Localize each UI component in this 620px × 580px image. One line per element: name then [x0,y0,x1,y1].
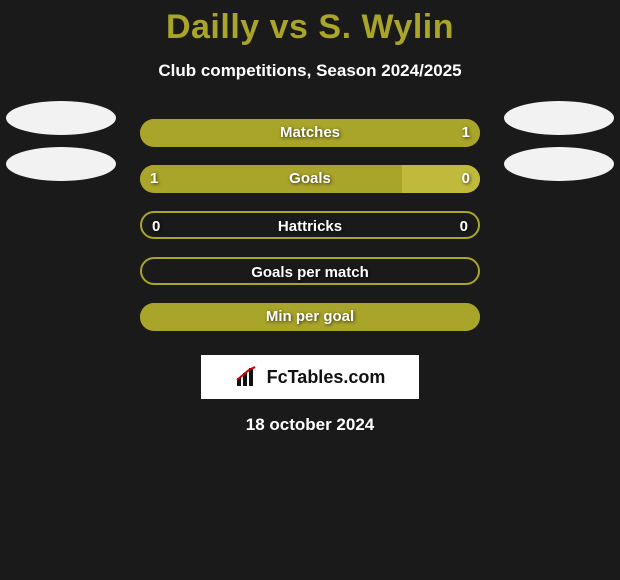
left-value-hattricks: 0 [152,213,160,239]
page-subtitle: Club competitions, Season 2024/2025 [158,61,461,81]
bar-track-hattricks: Hattricks 0 0 [140,211,480,239]
stats-block: Matches1 Goals10 Hattricks 0 0 Goals per matc… [0,119,620,349]
bar-track-goals: Goals10 [140,165,480,193]
bar-track-matches: Matches1 [140,119,480,147]
comparison-infographic: Dailly vs S. Wylin Club competitions, Se… [0,0,620,580]
bar-left-goals [140,165,402,193]
bar-label-hattricks: Hattricks [278,213,342,239]
page-title: Dailly vs S. Wylin [166,8,454,47]
brand-bars-icon [235,366,261,388]
brand-box: FcTables.com [201,355,419,399]
stat-row-hattricks: Hattricks 0 0 [0,211,620,239]
stat-row-min-per-goal: Min per goal [0,303,620,331]
right-value-hattricks: 0 [460,213,468,239]
bar-left-min-per-goal [140,303,480,331]
bar-right-matches [140,119,480,147]
brand-text: FcTables.com [267,367,386,388]
date-text: 18 october 2024 [246,415,375,435]
bar-track-min-per-goal: Min per goal [140,303,480,331]
bar-track-goals-per-match: Goals per match [140,257,480,285]
bar-right-goals [402,165,480,193]
stat-row-goals-per-match: Goals per match [0,257,620,285]
stat-row-matches: Matches1 [0,119,620,147]
bar-label-goals-per-match: Goals per match [251,259,369,285]
stat-row-goals: Goals10 [0,165,620,193]
